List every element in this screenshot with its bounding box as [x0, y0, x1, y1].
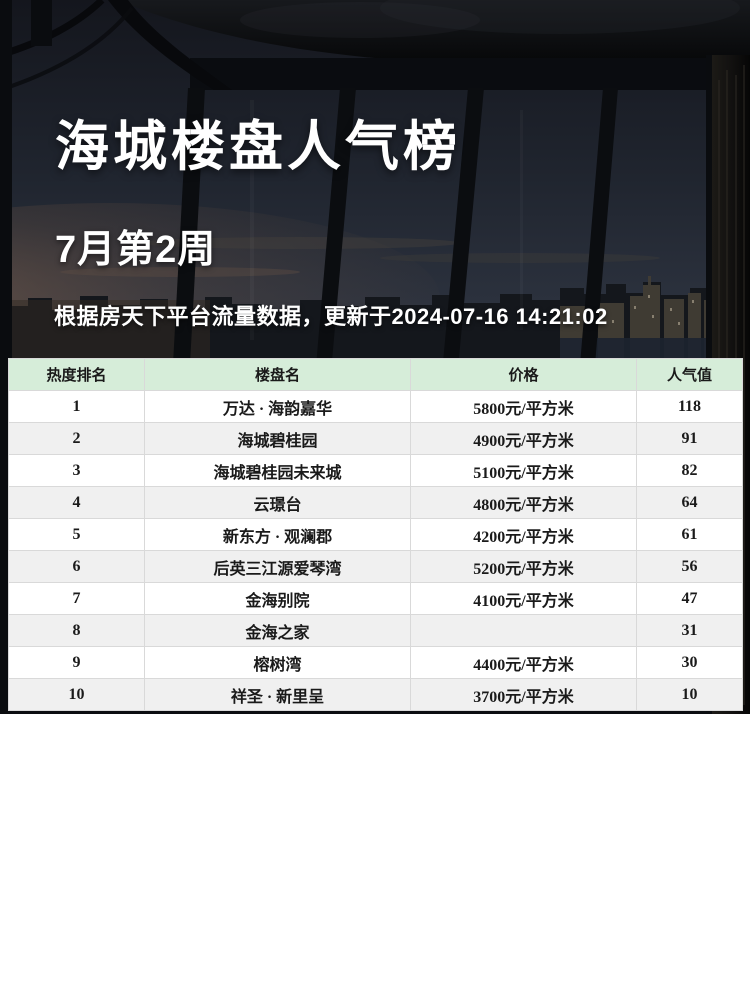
- ranking-table: 热度排名 楼盘名 价格 人气值 1 万达 · 海韵嘉华 5800元/平方米 11…: [8, 358, 743, 711]
- cell-popularity: 82: [636, 454, 743, 487]
- cell-price: 3700元/平方米: [410, 678, 637, 711]
- cell-rank: 8: [8, 614, 145, 647]
- cell-popularity: 31: [636, 614, 743, 647]
- cell-price: 5200元/平方米: [410, 550, 637, 583]
- page-title: 海城楼盘人气榜: [55, 117, 461, 177]
- cell-rank: 5: [8, 518, 145, 551]
- header-cell-name: 楼盘名: [144, 358, 411, 391]
- table-row: 3 海城碧桂园未来城 5100元/平方米 82: [8, 454, 743, 487]
- ranking-table-body: 1 万达 · 海韵嘉华 5800元/平方米 118 2 海城碧桂园 4900元/…: [8, 390, 743, 711]
- cell-price: 4900元/平方米: [410, 422, 637, 455]
- cell-name: 新东方 · 观澜郡: [144, 518, 411, 551]
- table-row: 6 后英三江源爱琴湾 5200元/平方米 56: [8, 550, 743, 583]
- cell-name: 海城碧桂园未来城: [144, 454, 411, 487]
- cell-popularity: 91: [636, 422, 743, 455]
- table-row: 10 祥圣 · 新里呈 3700元/平方米 10: [8, 678, 743, 711]
- cell-rank: 1: [8, 390, 145, 423]
- cell-name: 万达 · 海韵嘉华: [144, 390, 411, 423]
- cell-popularity: 61: [636, 518, 743, 551]
- cell-popularity: 47: [636, 582, 743, 615]
- table-row: 1 万达 · 海韵嘉华 5800元/平方米 118: [8, 390, 743, 423]
- cell-name: 云璟台: [144, 486, 411, 519]
- cell-price: 4400元/平方米: [410, 646, 637, 679]
- cell-popularity: 10: [636, 678, 743, 711]
- data-source-note: 根据房天下平台流量数据，更新于2024-07-16 14:21:02: [54, 304, 608, 329]
- cell-rank: 2: [8, 422, 145, 455]
- ranking-table-container: 热度排名 楼盘名 价格 人气值 1 万达 · 海韵嘉华 5800元/平方米 11…: [8, 358, 743, 711]
- cell-name: 后英三江源爱琴湾: [144, 550, 411, 583]
- header-cell-price: 价格: [410, 358, 637, 391]
- cell-price: 5100元/平方米: [410, 454, 637, 487]
- table-header-row: 热度排名 楼盘名 价格 人气值: [8, 358, 743, 391]
- cell-name: 海城碧桂园: [144, 422, 411, 455]
- cell-popularity: 56: [636, 550, 743, 583]
- cell-price: 4800元/平方米: [410, 486, 637, 519]
- table-row: 5 新东方 · 观澜郡 4200元/平方米 61: [8, 518, 743, 551]
- cell-rank: 10: [8, 678, 145, 711]
- cell-price: 5800元/平方米: [410, 390, 637, 423]
- cell-popularity: 118: [636, 390, 743, 423]
- cell-name: 榕树湾: [144, 646, 411, 679]
- cell-popularity: 30: [636, 646, 743, 679]
- cell-name: 祥圣 · 新里呈: [144, 678, 411, 711]
- cell-popularity: 64: [636, 486, 743, 519]
- cell-price: [410, 614, 637, 647]
- table-row: 4 云璟台 4800元/平方米 64: [8, 486, 743, 519]
- cell-rank: 6: [8, 550, 145, 583]
- cell-rank: 4: [8, 486, 145, 519]
- period-subtitle: 7月第2周: [55, 229, 217, 271]
- cell-price: 4200元/平方米: [410, 518, 637, 551]
- table-row: 8 金海之家 31: [8, 614, 743, 647]
- table-row: 9 榕树湾 4400元/平方米 30: [8, 646, 743, 679]
- cell-name: 金海别院: [144, 582, 411, 615]
- cell-rank: 7: [8, 582, 145, 615]
- table-row: 7 金海别院 4100元/平方米 47: [8, 582, 743, 615]
- cell-price: 4100元/平方米: [410, 582, 637, 615]
- cell-rank: 3: [8, 454, 145, 487]
- header-cell-popularity: 人气值: [636, 358, 743, 391]
- header-cell-rank: 热度排名: [8, 358, 145, 391]
- cell-rank: 9: [8, 646, 145, 679]
- cell-name: 金海之家: [144, 614, 411, 647]
- table-row: 2 海城碧桂园 4900元/平方米 91: [8, 422, 743, 455]
